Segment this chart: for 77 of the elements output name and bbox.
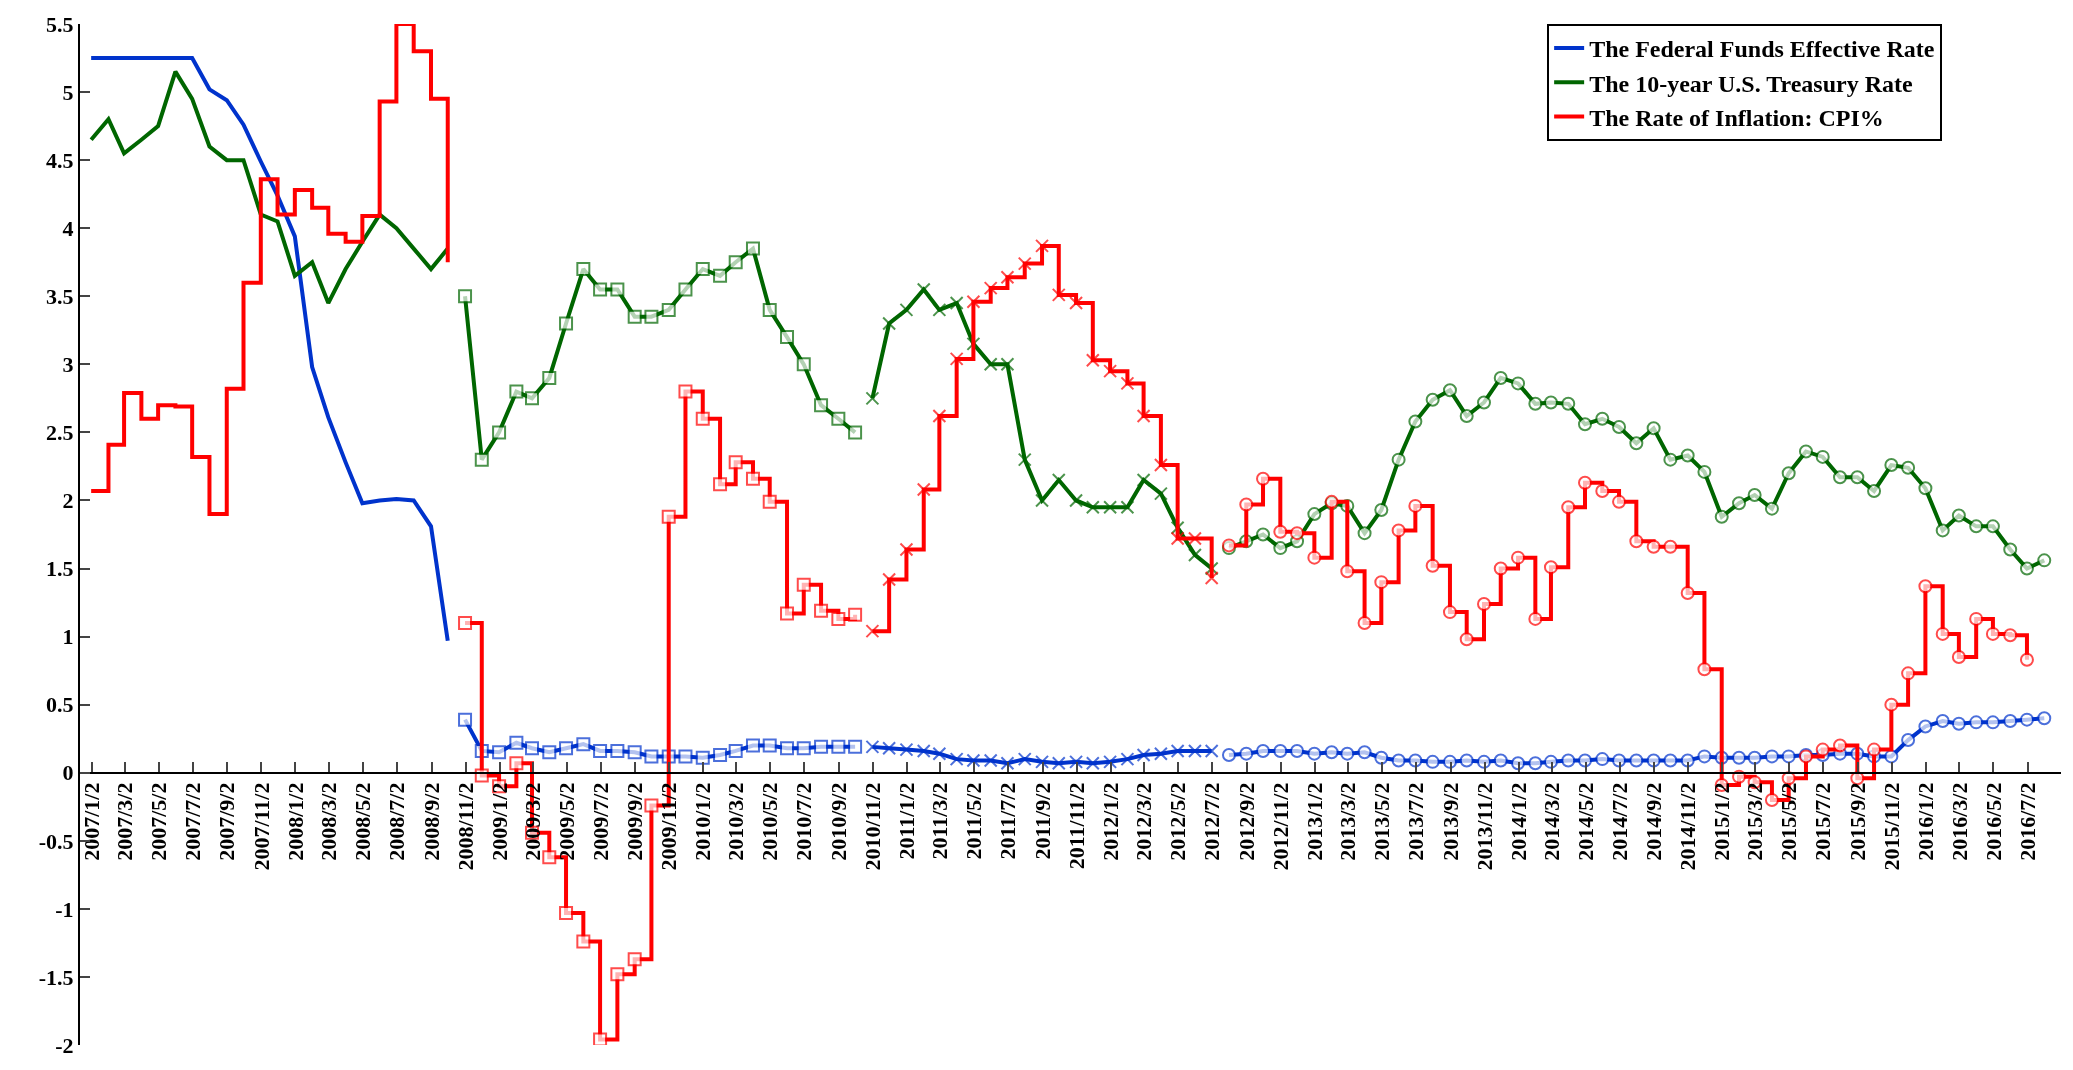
- x-tick-label: 2014/3/2: [1538, 782, 1564, 861]
- y-tick-label: -2: [55, 1032, 74, 1058]
- x-tick-label: 2015/1/2: [1709, 782, 1735, 861]
- y-tick-label: 5.5: [46, 11, 74, 37]
- x-tick-label: 2011/11/2: [1063, 782, 1089, 870]
- x-tick-label: 2008/9/2: [418, 782, 444, 861]
- x-tick-label: 2010/1/2: [690, 782, 716, 861]
- x-tick-label: 2015/7/2: [1810, 782, 1836, 861]
- y-tick-label: 1.5: [46, 556, 74, 582]
- legend-label: The Federal Funds Effective Rate: [1589, 36, 1935, 63]
- x-tick-label: 2016/5/2: [1980, 782, 2006, 861]
- x-tick-label: 2014/7/2: [1606, 782, 1632, 861]
- x-tick-label: 2011/1/2: [894, 782, 920, 860]
- x-tick-label: 2016/1/2: [1913, 782, 1939, 861]
- x-tick-label: 2012/3/2: [1131, 782, 1157, 861]
- x-tick-label: 2010/3/2: [723, 782, 749, 861]
- x-tick-label: 2009/11/2: [656, 782, 682, 871]
- y-tick-label: 4: [62, 215, 74, 241]
- x-tick-label: 2007/7/2: [179, 782, 205, 861]
- x-tick-label: 2013/11/2: [1471, 782, 1497, 871]
- x-tick-label: 2010/5/2: [757, 782, 783, 861]
- x-tick-label: 2016/7/2: [2014, 782, 2040, 861]
- y-tick-label: 1: [62, 624, 74, 650]
- x-tick-label: 2009/5/2: [553, 782, 579, 861]
- x-tick-label: 2016/3/2: [1946, 782, 1972, 861]
- x-tick-label: 2012/11/2: [1268, 782, 1294, 871]
- x-tick-label: 2014/11/2: [1675, 782, 1701, 871]
- x-tick-label: 2009/3/2: [519, 782, 545, 861]
- x-tick-label: 2013/1/2: [1302, 782, 1328, 861]
- x-tick-label: 2008/7/2: [384, 782, 410, 861]
- y-tick-label: 0.5: [46, 692, 74, 718]
- x-tick-label: 2012/9/2: [1233, 782, 1259, 861]
- y-tick-label: 0: [62, 760, 74, 786]
- y-tick-label: -0.5: [38, 828, 74, 854]
- x-tick-label: 2014/9/2: [1641, 782, 1667, 861]
- x-tick-label: 2011/9/2: [1029, 782, 1055, 860]
- x-tick-label: 2009/1/2: [486, 782, 512, 861]
- x-tick-label: 2009/7/2: [587, 782, 613, 861]
- x-tick-label: 2012/7/2: [1199, 782, 1225, 861]
- x-tick-label: 2011/7/2: [995, 782, 1021, 860]
- x-tick-label: 2010/7/2: [791, 782, 817, 861]
- x-tick-label: 2013/5/2: [1369, 782, 1395, 861]
- x-tick-label: 2008/11/2: [452, 782, 478, 871]
- x-tick-label: 2014/1/2: [1505, 782, 1531, 861]
- x-tick-label: 2008/5/2: [350, 782, 376, 861]
- x-tick-label: 2009/9/2: [622, 782, 648, 861]
- x-tick-label: 2015/5/2: [1776, 782, 1802, 861]
- y-tick-label: 2.5: [46, 420, 74, 446]
- x-tick-label: 2013/3/2: [1334, 782, 1360, 861]
- legend-label: The Rate of Inflation: CPI%: [1589, 104, 1884, 131]
- x-tick-label: 2008/3/2: [316, 782, 342, 861]
- y-tick-label: 5: [62, 79, 74, 105]
- x-tick-label: 2007/5/2: [145, 782, 171, 861]
- x-tick-label: 2007/1/2: [78, 782, 104, 861]
- x-tick-label: 2007/11/2: [248, 782, 274, 871]
- x-tick-label: 2012/5/2: [1165, 782, 1191, 861]
- legend-label: The 10-year U.S. Treasury Rate: [1589, 70, 1914, 97]
- x-tick-label: 2008/1/2: [282, 782, 308, 861]
- x-tick-label: 2010/11/2: [860, 782, 886, 871]
- y-tick-label: 4.5: [46, 147, 74, 173]
- x-tick-label: 2015/9/2: [1845, 782, 1871, 861]
- y-tick-label: 2: [62, 488, 74, 514]
- x-tick-label: 2010/9/2: [826, 782, 852, 861]
- x-tick-label: 2014/5/2: [1572, 782, 1598, 861]
- y-tick-label: -1.5: [38, 964, 74, 990]
- y-tick-label: -1: [55, 896, 74, 922]
- x-tick-label: 2015/11/2: [1879, 782, 1905, 871]
- x-tick-label: 2013/9/2: [1437, 782, 1463, 861]
- y-tick-label: 3: [62, 352, 74, 378]
- x-tick-label: 2007/9/2: [214, 782, 240, 861]
- x-tick-label: 2015/3/2: [1742, 782, 1768, 861]
- x-tick-label: 2011/3/2: [927, 782, 953, 860]
- x-tick-label: 2007/3/2: [111, 782, 137, 861]
- x-tick-label: 2012/1/2: [1097, 782, 1123, 861]
- x-tick-label: 2011/5/2: [961, 782, 987, 860]
- y-tick-label: 3.5: [46, 283, 74, 309]
- x-tick-label: 2013/7/2: [1403, 782, 1429, 861]
